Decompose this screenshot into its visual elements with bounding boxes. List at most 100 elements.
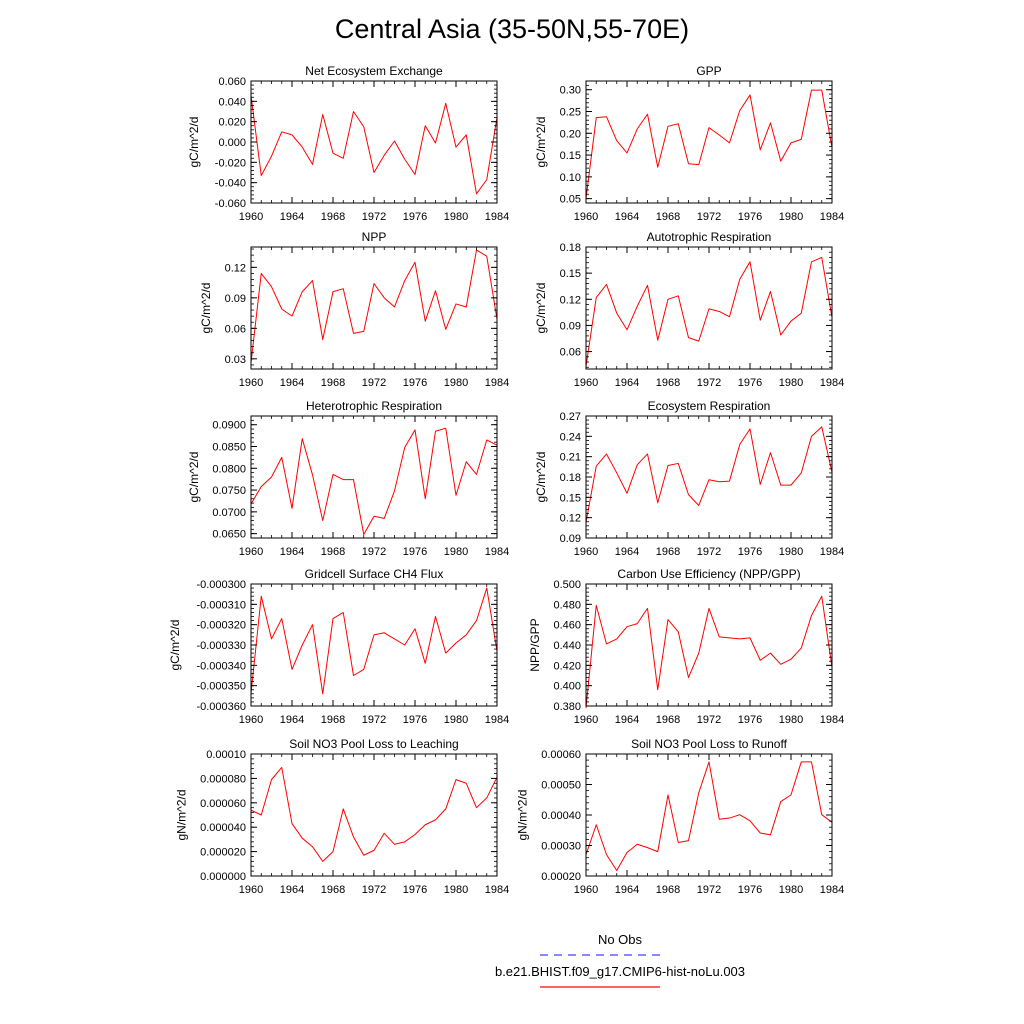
panel-7: Gridcell Surface CH4 Flux 1960 1964 1968 197…	[168, 567, 509, 726]
panel-title: Ecosystem Respiration	[648, 399, 771, 413]
x-tick-label: 1972	[362, 211, 386, 223]
x-tick-label: 1960	[239, 884, 263, 896]
series-line	[250, 249, 498, 363]
y-axis-label: gC/m^2/d	[534, 283, 548, 334]
x-tick-label: 1964	[280, 714, 304, 726]
y-tick-label: 0.040	[218, 96, 246, 108]
x-tick-label: 1980	[444, 884, 468, 896]
x-tick-label: 1980	[779, 714, 803, 726]
y-tick-label: 0.15	[560, 150, 581, 162]
y-axis-label: NPP/GPP	[528, 618, 542, 671]
panel-title: Heterotrophic Respiration	[306, 399, 442, 413]
legend-obs-line	[540, 954, 660, 956]
y-tick-label: 0.09	[560, 320, 581, 332]
y-tick-label: 0.460	[553, 620, 581, 632]
plot-frame	[585, 753, 833, 877]
y-tick-label: 0.10	[560, 172, 581, 184]
y-tick-label: 0.0850	[212, 442, 246, 454]
panel-1: Net Ecosystem Exchange 1960 1964 1968 1972 19…	[187, 64, 509, 223]
plot-frame	[250, 753, 498, 877]
x-tick-label: 1976	[403, 211, 427, 223]
y-tick-label: 0.18	[560, 242, 581, 254]
y-tick-label: 0.420	[553, 660, 581, 672]
y-axis-label: gN/m^2/d	[174, 790, 188, 841]
x-tick-label: 1984	[820, 546, 844, 558]
plot-frame	[585, 415, 833, 539]
x-tick-label: 1968	[321, 714, 345, 726]
y-tick-label: 0.060	[218, 76, 246, 88]
x-tick-label: 1968	[321, 211, 345, 223]
y-tick-label: 0.09	[225, 293, 246, 305]
x-tick-label: 1984	[485, 884, 509, 896]
panel-8: Carbon Use Efficiency (NPP/GPP) 1960 1964 1…	[528, 567, 844, 726]
panel-3: NPP 1960 1964 1968 1972 1976 1980 1984 0.03 0.06 0…	[199, 230, 509, 389]
x-tick-label: 1980	[444, 377, 468, 389]
y-axis-label: gC/m^2/d	[187, 452, 201, 503]
x-tick-label: 1972	[697, 211, 721, 223]
y-axis-label: gC/m^2/d	[168, 620, 182, 671]
plot-frame	[250, 246, 498, 370]
panel-4: Autotrophic Respiration 1960 1964 1968 1972 1…	[534, 230, 844, 389]
y-tick-label: 0.15	[560, 492, 581, 504]
x-tick-label: 1968	[321, 546, 345, 558]
panel-title: NPP	[362, 230, 387, 244]
y-tick-label: 0.00030	[541, 841, 581, 853]
series-line	[250, 95, 498, 195]
y-tick-label: 0.000040	[200, 822, 246, 834]
x-tick-label: 1980	[779, 884, 803, 896]
y-tick-label: 0.15	[560, 268, 581, 280]
legend-model-label: b.e21.BHIST.f09_g17.CMIP6-hist-noLu.003	[494, 964, 746, 979]
series-line	[585, 426, 833, 523]
y-axis-label: gN/m^2/d	[516, 790, 530, 841]
y-tick-label: 0.000020	[200, 847, 246, 859]
x-tick-label: 1972	[362, 714, 386, 726]
y-tick-label: 0.0750	[212, 485, 246, 497]
x-tick-label: 1964	[615, 714, 639, 726]
x-tick-label: 1960	[239, 211, 263, 223]
y-tick-label: 0.21	[560, 452, 581, 464]
y-axis-label: gC/m^2/d	[534, 117, 548, 168]
x-tick-label: 1976	[738, 714, 762, 726]
y-tick-label: 0.440	[553, 640, 581, 652]
panel-6: Ecosystem Respiration 1960 1964 1968 1972 197…	[534, 399, 844, 558]
series-line	[250, 587, 498, 695]
y-tick-label: 0.18	[560, 472, 581, 484]
panel-5: Heterotrophic Respiration 1960 1964 1968 197…	[187, 399, 509, 558]
y-tick-label: 0.03	[225, 354, 246, 366]
x-tick-label: 1976	[738, 377, 762, 389]
x-tick-label: 1980	[779, 211, 803, 223]
y-tick-label: -0.000300	[196, 579, 246, 591]
y-tick-label: -0.040	[215, 178, 246, 190]
x-tick-label: 1968	[321, 377, 345, 389]
y-tick-label: 0.380	[553, 701, 581, 713]
y-tick-label: 0.27	[560, 411, 581, 423]
y-tick-label: -0.000350	[196, 681, 246, 693]
panel-title: Carbon Use Efficiency (NPP/GPP)	[617, 567, 800, 581]
y-tick-label: 0.0700	[212, 507, 246, 519]
x-tick-label: 1984	[485, 714, 509, 726]
y-tick-label: 0.05	[560, 194, 581, 206]
y-tick-label: 0.12	[560, 294, 581, 306]
y-tick-label: 0.000080	[200, 773, 246, 785]
x-tick-label: 1964	[280, 211, 304, 223]
y-tick-label: -0.020	[215, 157, 246, 169]
y-tick-label: 0.24	[560, 431, 581, 443]
x-tick-label: 1968	[656, 377, 680, 389]
y-tick-label: -0.000320	[196, 620, 246, 632]
y-tick-label: 0.000060	[200, 798, 246, 810]
y-axis-label: gC/m^2/d	[534, 452, 548, 503]
y-axis-label: gC/m^2/d	[187, 117, 201, 168]
y-tick-label: 0.0650	[212, 529, 246, 541]
panel-title: Soil NO3 Pool Loss to Leaching	[289, 737, 458, 751]
x-tick-label: 1960	[574, 377, 598, 389]
panel-9: Soil NO3 Pool Loss to Leaching 1960 1964 19…	[174, 737, 509, 896]
x-tick-label: 1980	[779, 377, 803, 389]
x-tick-label: 1972	[362, 884, 386, 896]
series-line	[250, 766, 498, 862]
y-tick-label: 0.00010	[206, 749, 246, 761]
x-tick-label: 1960	[239, 714, 263, 726]
y-tick-label: -0.000340	[196, 660, 246, 672]
x-tick-label: 1984	[820, 884, 844, 896]
y-tick-label: 0.06	[560, 347, 581, 359]
